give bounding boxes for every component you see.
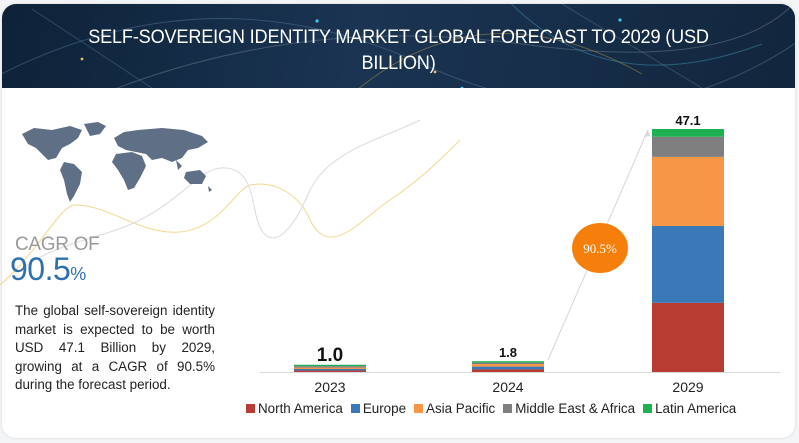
title-banner: SELF-SOVEREIGN IDENTITY MARKET GLOBAL FO… — [2, 4, 795, 88]
legend-label: North America — [258, 401, 343, 416]
legend-label: Europe — [362, 401, 407, 416]
data-label-2024: 1.8 — [499, 345, 517, 360]
bar-segment-2024-north-america — [472, 369, 544, 372]
bar-segment-2024-latin-america — [472, 361, 544, 363]
bar-segment-2029-latin-america — [652, 129, 724, 137]
legend-label: Latin America — [655, 401, 737, 416]
cagr-bubble-label: 90.5% — [583, 241, 617, 256]
cagr-label: CAGR OF — [15, 234, 100, 255]
title-line-1: SELF-SOVEREIGN IDENTITY MARKET GLOBAL FO… — [88, 26, 709, 48]
legend-label: Middle East & Africa — [515, 401, 636, 416]
bar-segment-2029-europe — [652, 225, 724, 303]
cagr-bubble — [572, 223, 628, 273]
data-label-2023: 1.0 — [317, 345, 343, 366]
bar-segment-2029-north-america — [652, 302, 724, 372]
bar-segment-2024-asia-pacific — [472, 364, 544, 367]
world-map-icon — [22, 122, 212, 202]
legend-item-latin-america: Latin America — [643, 401, 736, 416]
bar-segment-2023-north-america — [294, 370, 366, 372]
legend-swatch — [643, 404, 653, 413]
x-tick-label-2024: 2024 — [492, 379, 523, 395]
legend-item-asia-pacific: Asia Pacific — [414, 401, 495, 416]
bar-segment-2023-europe — [294, 369, 366, 371]
cagr-number: 90.5 — [10, 251, 71, 287]
legend-swatch — [246, 404, 255, 413]
chart-title: SELF-SOVEREIGN IDENTITY MARKET GLOBAL FO… — [48, 24, 748, 76]
bar-segment-2029-asia-pacific — [652, 156, 724, 226]
legend-label: Asia Pacific — [426, 401, 496, 416]
banner-background-lines — [2, 4, 795, 88]
legend-swatch — [503, 404, 513, 413]
legend-swatch — [414, 404, 424, 413]
bar-segment-2023-middle-east-africa — [294, 366, 366, 368]
decorative-curve-gray — [19, 119, 421, 271]
legend-item-middle-east-africa: Middle East & Africa — [503, 401, 635, 416]
bar-segment-2024-europe — [472, 366, 544, 370]
cagr-value: 90.5% — [10, 251, 86, 288]
cagr-unit: % — [70, 264, 86, 284]
decorative-curve-yellow — [0, 139, 461, 286]
growth-arrow-head — [644, 130, 650, 137]
legend-item-europe: Europe — [350, 401, 407, 416]
bar-segment-2023-asia-pacific — [294, 367, 366, 370]
legend-swatch — [350, 404, 360, 413]
x-tick-label-2023: 2023 — [314, 379, 345, 395]
market-description: The global self-sovereign identity marke… — [15, 303, 215, 393]
chart-legend: North America Europe Asia Pacific Middle Ea… — [246, 401, 736, 416]
bar-segment-2023-latin-america — [294, 364, 366, 367]
title-line-2: BILLION) — [361, 52, 436, 74]
bar-segment-2029-middle-east-africa — [652, 136, 724, 157]
legend-item-north-america: North America — [246, 401, 343, 416]
x-tick-label-2029: 2029 — [672, 379, 703, 395]
data-label-2029: 47.1 — [675, 113, 700, 128]
bar-segment-2024-middle-east-africa — [472, 362, 544, 365]
